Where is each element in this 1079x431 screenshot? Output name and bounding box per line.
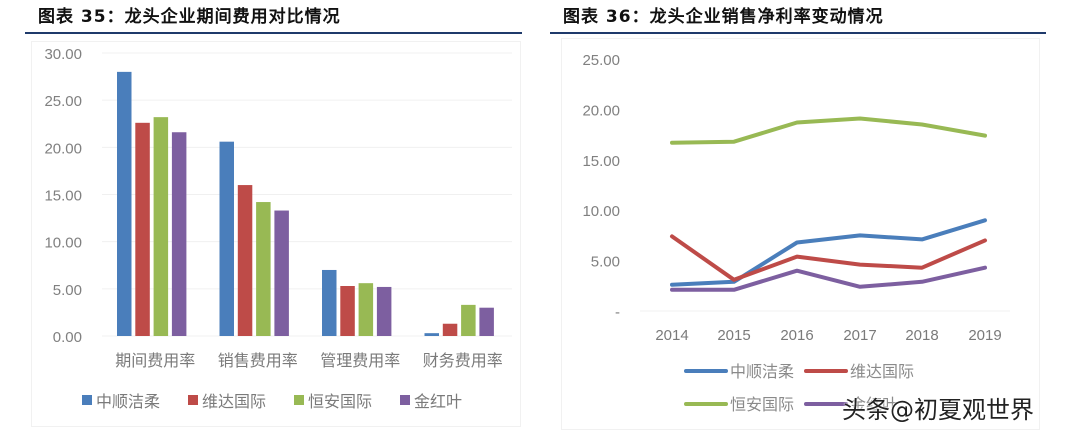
legend-label: 中顺洁柔: [96, 393, 160, 411]
x-tick-label: 2014: [655, 327, 688, 344]
x-tick-label: 2017: [843, 327, 876, 344]
bar: [171, 132, 187, 336]
x-category-label: 管理费用率: [320, 352, 400, 370]
bar: [274, 210, 289, 336]
bar: [256, 202, 271, 336]
x-tick-label: 2015: [717, 327, 750, 344]
line-series: [670, 218, 987, 287]
y-tick-label: 5.00: [591, 254, 620, 271]
y-tick-label: 25.00: [44, 93, 82, 110]
chart-35-title: 图表 35：龙头企业期间费用对比情况: [38, 7, 341, 27]
chart-35-panel: [31, 41, 521, 427]
legend-label: 金红叶: [414, 393, 462, 411]
y-tick-label: 20.00: [44, 140, 82, 157]
y-tick-label: 15.00: [44, 188, 82, 205]
y-tick-label: -: [615, 304, 620, 321]
watermark: 头条@初夏观世界: [842, 396, 1034, 424]
legend-label: 中顺洁柔: [730, 363, 794, 381]
bar: [376, 286, 392, 336]
title-divider-right: [550, 32, 1046, 34]
y-tick-label: 15.00: [582, 153, 620, 170]
bar: [340, 286, 355, 336]
legend-swatch: [82, 395, 92, 405]
legend-label: 恒安国际: [308, 393, 372, 411]
bar: [153, 117, 169, 336]
x-category-label: 销售费用率: [218, 352, 298, 370]
legend-label: 维达国际: [202, 393, 266, 411]
x-tick-label: 2016: [780, 327, 813, 344]
y-tick-label: 30.00: [44, 46, 82, 63]
legend-swatch: [188, 395, 198, 405]
bar: [322, 269, 337, 336]
legend-swatch: [400, 395, 410, 405]
bar: [461, 304, 476, 336]
bar: [135, 122, 150, 336]
line-series: [670, 234, 987, 282]
x-category-label: 财务费用率: [423, 352, 503, 370]
line-series: [670, 116, 987, 145]
chart-36-title: 图表 36：龙头企业销售净利率变动情况: [563, 7, 884, 27]
y-tick-label: 20.00: [582, 102, 620, 119]
bar: [358, 283, 374, 336]
y-tick-label: 10.00: [44, 235, 82, 252]
legend-label: 维达国际: [850, 363, 914, 381]
legend-label: 金红叶: [850, 396, 898, 414]
y-tick-label: 0.00: [53, 329, 82, 346]
bar: [424, 333, 439, 336]
legend-swatch: [294, 395, 304, 405]
bar-chart: 0.00 5.00 10.00 15.00 20.00 25.00 30.00 期间费用率 销售…: [44, 46, 512, 411]
y-tick-label: 25.00: [582, 52, 620, 69]
bar: [117, 71, 132, 336]
bar: [442, 323, 458, 336]
y-tick-label: 5.00: [53, 282, 82, 299]
bar: [237, 185, 253, 336]
chart-36-panel: [561, 38, 1040, 430]
bar: [219, 141, 234, 336]
bar: [479, 307, 494, 336]
y-tick-label: 10.00: [582, 203, 620, 220]
legend-label: 恒安国际: [730, 396, 794, 414]
line-series: [670, 265, 987, 292]
x-category-label: 期间费用率: [115, 352, 195, 370]
x-tick-label: 2018: [905, 327, 938, 344]
title-divider-left: [25, 32, 522, 34]
x-tick-label: 2019: [968, 327, 1001, 344]
